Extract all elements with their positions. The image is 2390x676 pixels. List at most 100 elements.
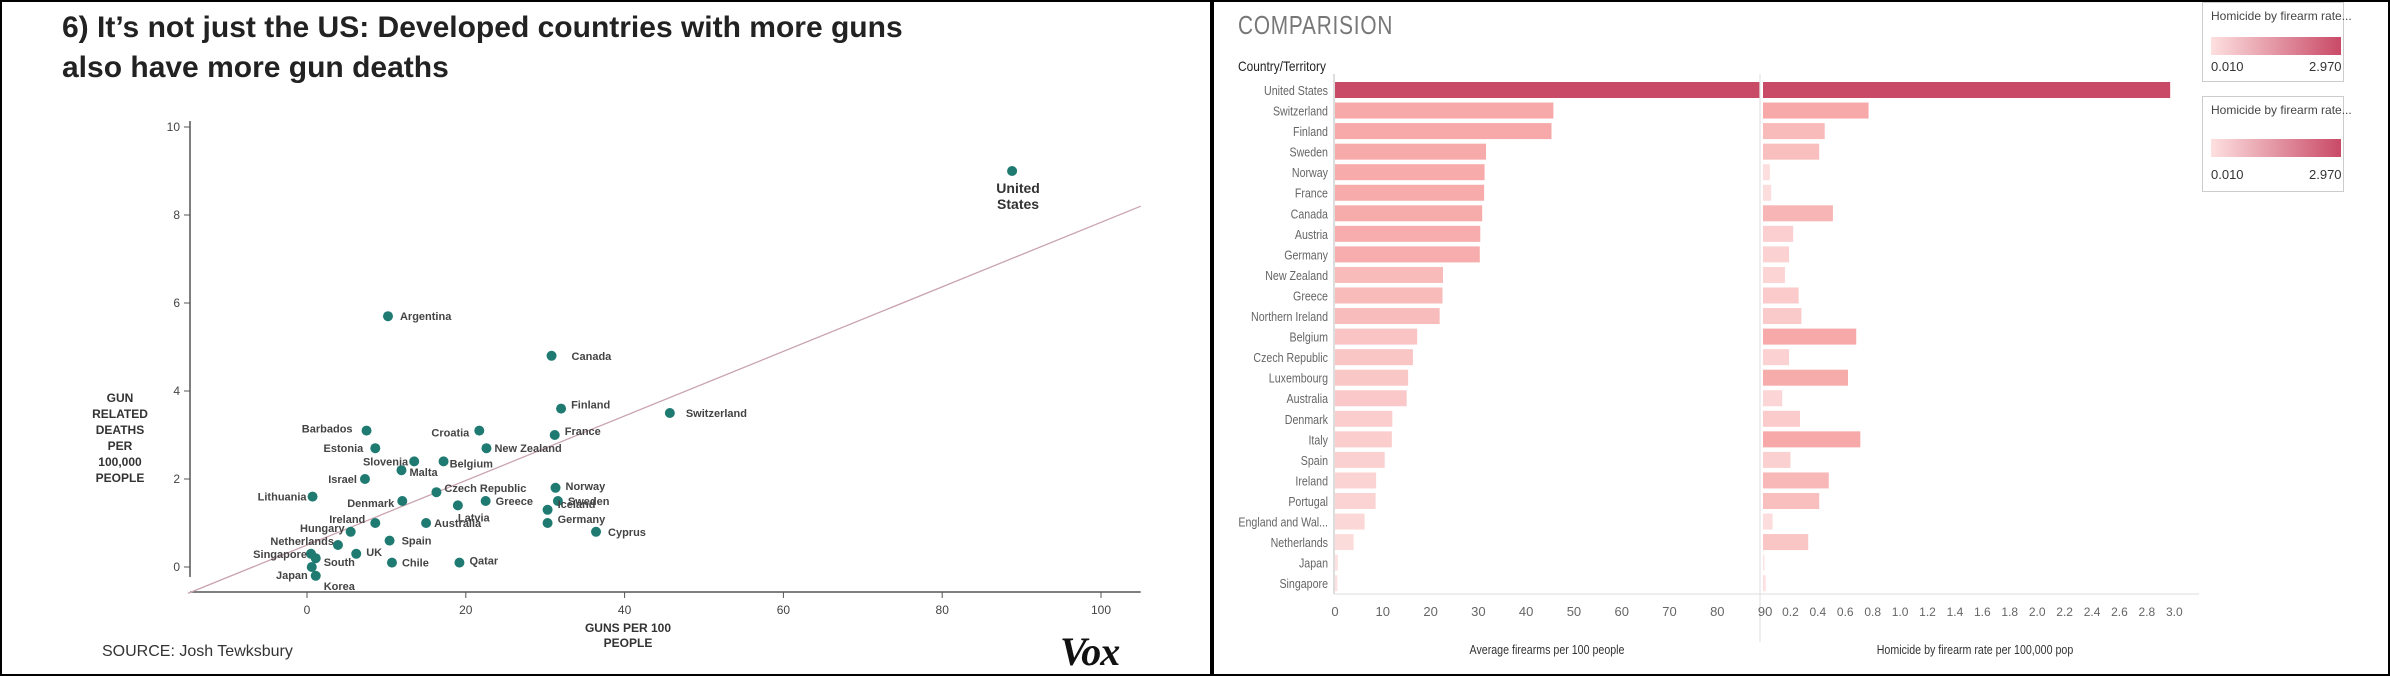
data-point (306, 562, 317, 572)
firearms-tick-label: 70 (1662, 604, 1676, 619)
point-label: Iceland (558, 499, 596, 511)
x-tick-label: 60 (777, 603, 791, 617)
point-label: Israel (328, 474, 357, 486)
x-tick-label: 80 (936, 603, 950, 617)
firearms-bar (1335, 534, 1354, 551)
firearms-tick-label: 10 (1376, 604, 1390, 619)
homicide-bar (1763, 513, 1773, 530)
legend-1-gradient (2211, 37, 2341, 55)
legend-2-min: 0.010 (2211, 167, 2244, 182)
data-point (452, 500, 463, 511)
firearms-bar (1335, 266, 1444, 283)
row-label: Finland (1293, 124, 1328, 139)
data-point (409, 456, 420, 467)
homicide-tick-label: 0.8 (1864, 605, 1881, 619)
country-column-header[interactable]: Country/Territory (1238, 58, 1326, 74)
point-label: Greece (496, 496, 533, 508)
homicide-tick-label: 1.0 (1892, 605, 1909, 619)
row-label: England and Wal... (1238, 515, 1328, 530)
homicide-tick-label: 1.8 (2001, 605, 2018, 619)
point-label: Latvia (458, 512, 491, 524)
row-label: Netherlands (1271, 535, 1328, 550)
firearms-bar (1335, 184, 1485, 201)
point-label: Czech Republic (444, 483, 526, 495)
data-point (542, 504, 553, 515)
data-point (550, 482, 561, 493)
data-point (351, 548, 362, 559)
firearms-bar (1335, 431, 1392, 448)
homicide-bar (1763, 143, 1820, 160)
x-axis-label-line: PEOPLE (604, 636, 653, 650)
point-label: Croatia (431, 428, 470, 440)
firearms-bar (1335, 164, 1485, 181)
homicide-bar (1763, 328, 1857, 345)
row-label: Norway (1292, 165, 1328, 180)
point-label: UK (366, 547, 382, 559)
point-label-united: United (996, 180, 1040, 196)
color-legend-1[interactable]: Homicide by firearm rate... 0.010 2.970 (2202, 2, 2352, 82)
data-point (310, 553, 321, 564)
homicide-tick-label: 1.2 (1919, 605, 1936, 619)
homicide-bar (1763, 102, 1869, 119)
legend-1-title: Homicide by firearm rate... (2211, 9, 2352, 23)
firearms-bar (1335, 349, 1413, 366)
headline-line-1: 6) It’s not just the US: Developed count… (62, 11, 903, 44)
row-label: Sweden (1290, 145, 1328, 160)
x-axis-label-line: GUNS PER 100 (585, 621, 671, 635)
data-point (438, 456, 449, 467)
point-label: Netherlands (270, 536, 334, 548)
x-tick-label: 20 (459, 603, 473, 617)
data-point (556, 403, 567, 414)
homicide-bar (1763, 390, 1783, 407)
point-label: Germany (558, 514, 607, 526)
row-label: Luxembourg (1269, 371, 1328, 386)
row-label: Belgium (1290, 330, 1329, 345)
point-label: Argentina (400, 311, 452, 323)
data-point (382, 311, 393, 322)
firearms-bar (1335, 369, 1409, 386)
y-axis-label-line: PEOPLE (96, 471, 145, 485)
homicide-tick-label: 1.6 (1974, 605, 1991, 619)
firearms-tick-label: 50 (1567, 604, 1581, 619)
point-label: Slovenia (363, 456, 409, 468)
homicide-bar (1763, 349, 1790, 366)
data-point (1007, 166, 1018, 176)
legend-2-title: Homicide by firearm rate... (2211, 103, 2352, 117)
firearms-tick-label: 30 (1471, 604, 1485, 619)
firearms-bar (1335, 575, 1338, 592)
y-tick-label: 6 (173, 296, 180, 310)
homicide-tick-label: 2.2 (2056, 605, 2073, 619)
data-point (552, 496, 563, 506)
row-label: Northern Ireland (1251, 309, 1328, 324)
firearms-bar (1335, 287, 1443, 304)
firearms-bar (1335, 102, 1554, 119)
firearms-bar (1335, 123, 1552, 140)
point-label: Malta (409, 467, 438, 479)
data-point (454, 557, 465, 568)
color-legend-2[interactable]: Homicide by firearm rate... 0.010 2.970 (2202, 96, 2352, 192)
homicide-tick-label: 3.0 (2166, 605, 2183, 619)
firearms-bar (1335, 143, 1487, 160)
homicide-bar (1763, 493, 1820, 509)
row-label: Spain (1301, 453, 1328, 468)
homicide-bar (1763, 225, 1794, 242)
row-label: Greece (1293, 288, 1328, 303)
firearms-bar (1335, 308, 1440, 325)
y-axis-label-line: PER (108, 439, 133, 453)
firearms-tick-label: 20 (1423, 604, 1437, 619)
row-label: Australia (1287, 391, 1329, 406)
homicide-tick-label: 2.0 (2029, 605, 2046, 619)
firearms-axis-title: Average firearms per 100 people (1470, 642, 1625, 657)
y-axis-label-line: GUN (107, 391, 134, 405)
data-point (396, 465, 407, 476)
legend-2-gradient (2211, 139, 2341, 157)
point-label: Cyprus (608, 527, 646, 539)
legend-2-max: 2.970 (2309, 167, 2342, 182)
homicide-bar (1763, 164, 1770, 181)
data-point (591, 526, 602, 537)
data-point (359, 474, 370, 484)
vox-logo: Vox (1060, 629, 1120, 674)
point-label: Belgium (450, 458, 494, 470)
point-label: New Zealand (494, 443, 561, 455)
legend-1-min: 0.010 (2211, 59, 2244, 74)
